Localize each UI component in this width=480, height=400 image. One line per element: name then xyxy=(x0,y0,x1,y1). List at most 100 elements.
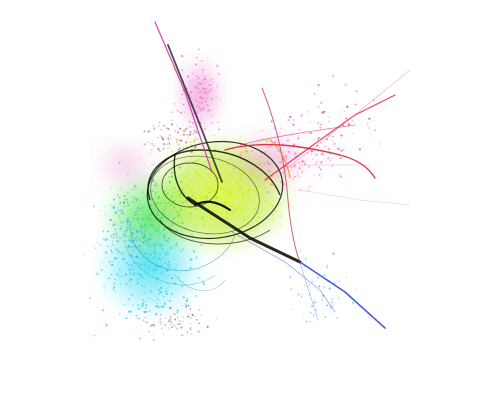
particle-dot xyxy=(179,326,182,329)
particle-dot xyxy=(133,272,136,275)
particle-dot xyxy=(298,188,301,191)
particle-dot xyxy=(136,206,140,210)
particle-dot xyxy=(307,189,310,192)
particle-dot xyxy=(115,231,118,234)
particle-dot xyxy=(120,275,123,278)
particle-dot xyxy=(292,119,295,121)
particle-dot xyxy=(130,268,133,270)
particle-dot xyxy=(123,195,126,198)
particle-dot xyxy=(128,254,131,257)
particle-dot xyxy=(327,157,329,160)
particle-dot xyxy=(107,230,109,233)
particle-dot xyxy=(187,315,190,318)
particle-dot xyxy=(173,103,176,105)
particle-dot xyxy=(152,180,155,183)
particle-dot xyxy=(201,110,203,112)
particle-dot xyxy=(304,163,307,165)
particle-dot xyxy=(123,233,125,236)
particle-dot xyxy=(155,182,158,185)
particle-dot xyxy=(235,208,237,211)
particle-dot xyxy=(156,277,159,280)
particle-dot xyxy=(216,64,219,68)
particle-dot xyxy=(320,161,323,164)
particle-dot xyxy=(313,141,315,143)
particle-dot xyxy=(129,239,132,241)
particle-dot xyxy=(148,269,151,271)
particle-dot xyxy=(118,261,120,263)
particle-dot xyxy=(173,258,175,260)
particle-dot xyxy=(247,192,250,195)
particle-dot xyxy=(196,84,199,87)
particle-dot xyxy=(189,308,192,311)
particle-dot xyxy=(183,172,185,175)
particle-dot xyxy=(140,262,142,264)
particle-dot xyxy=(118,203,121,205)
particle-dot xyxy=(298,161,301,164)
particle-dot xyxy=(239,177,241,179)
particle-dot xyxy=(256,178,258,180)
particle-dot xyxy=(206,94,208,96)
particle-dot xyxy=(192,104,195,106)
particle-dot xyxy=(167,192,169,194)
particle-dot xyxy=(165,202,168,205)
particle-dot xyxy=(177,131,180,134)
particle-dot xyxy=(177,214,180,218)
particle-dot xyxy=(118,313,121,315)
particle-dot xyxy=(326,266,329,269)
particle-dot xyxy=(331,164,334,167)
particle-dot xyxy=(266,160,269,163)
particle-dot xyxy=(318,166,321,169)
particle-dot xyxy=(112,288,115,291)
particle-dot xyxy=(153,127,156,130)
particle-dot xyxy=(160,323,162,325)
particle-dot xyxy=(195,171,198,175)
particle-dot xyxy=(150,149,153,152)
particle-dot xyxy=(206,250,208,252)
particle-dot xyxy=(239,154,242,157)
particle-dot xyxy=(213,89,215,91)
particle-dot xyxy=(241,212,243,215)
particle-dot xyxy=(153,125,155,127)
particle-dot xyxy=(132,196,135,199)
particle-dot xyxy=(155,305,158,308)
particle-dot xyxy=(163,332,165,335)
particle-dot xyxy=(125,239,127,241)
particle-dot xyxy=(170,326,173,329)
particle-dot xyxy=(177,133,179,135)
particle-dot xyxy=(259,162,262,165)
particle-dot xyxy=(311,304,314,307)
particle-dot xyxy=(184,175,187,178)
particle-dot xyxy=(143,266,146,268)
particle-dot xyxy=(136,236,138,238)
particle-dot xyxy=(138,244,141,247)
particle-dot xyxy=(321,160,323,163)
particle-dot xyxy=(227,195,230,198)
particle-dot xyxy=(151,163,153,165)
particle-dot xyxy=(151,298,153,300)
particle-dot xyxy=(206,57,209,59)
particle-dot xyxy=(199,90,202,93)
particle-dot xyxy=(211,109,213,111)
particle-dot xyxy=(216,85,218,87)
particle-dot xyxy=(215,96,217,98)
particle-dot xyxy=(113,286,116,289)
particle-dot xyxy=(265,186,267,189)
particle-dot xyxy=(193,195,195,197)
particle-dot xyxy=(262,129,264,132)
particle-dot xyxy=(208,222,211,225)
particle-dot xyxy=(193,95,195,97)
particle-dot xyxy=(190,208,193,211)
particle-dot xyxy=(154,313,158,316)
particle-dot xyxy=(161,243,163,246)
particle-dot xyxy=(189,187,192,190)
particle-dot xyxy=(189,328,192,330)
particle-dot xyxy=(233,204,236,207)
particle-dot xyxy=(231,195,234,198)
particle-dot xyxy=(198,92,200,94)
particle-dot xyxy=(177,221,180,224)
particle-dot xyxy=(315,308,318,312)
particle-dot xyxy=(304,257,307,260)
particle-dot xyxy=(229,196,232,198)
particle-dot xyxy=(152,270,155,273)
particle-dot xyxy=(167,147,169,149)
